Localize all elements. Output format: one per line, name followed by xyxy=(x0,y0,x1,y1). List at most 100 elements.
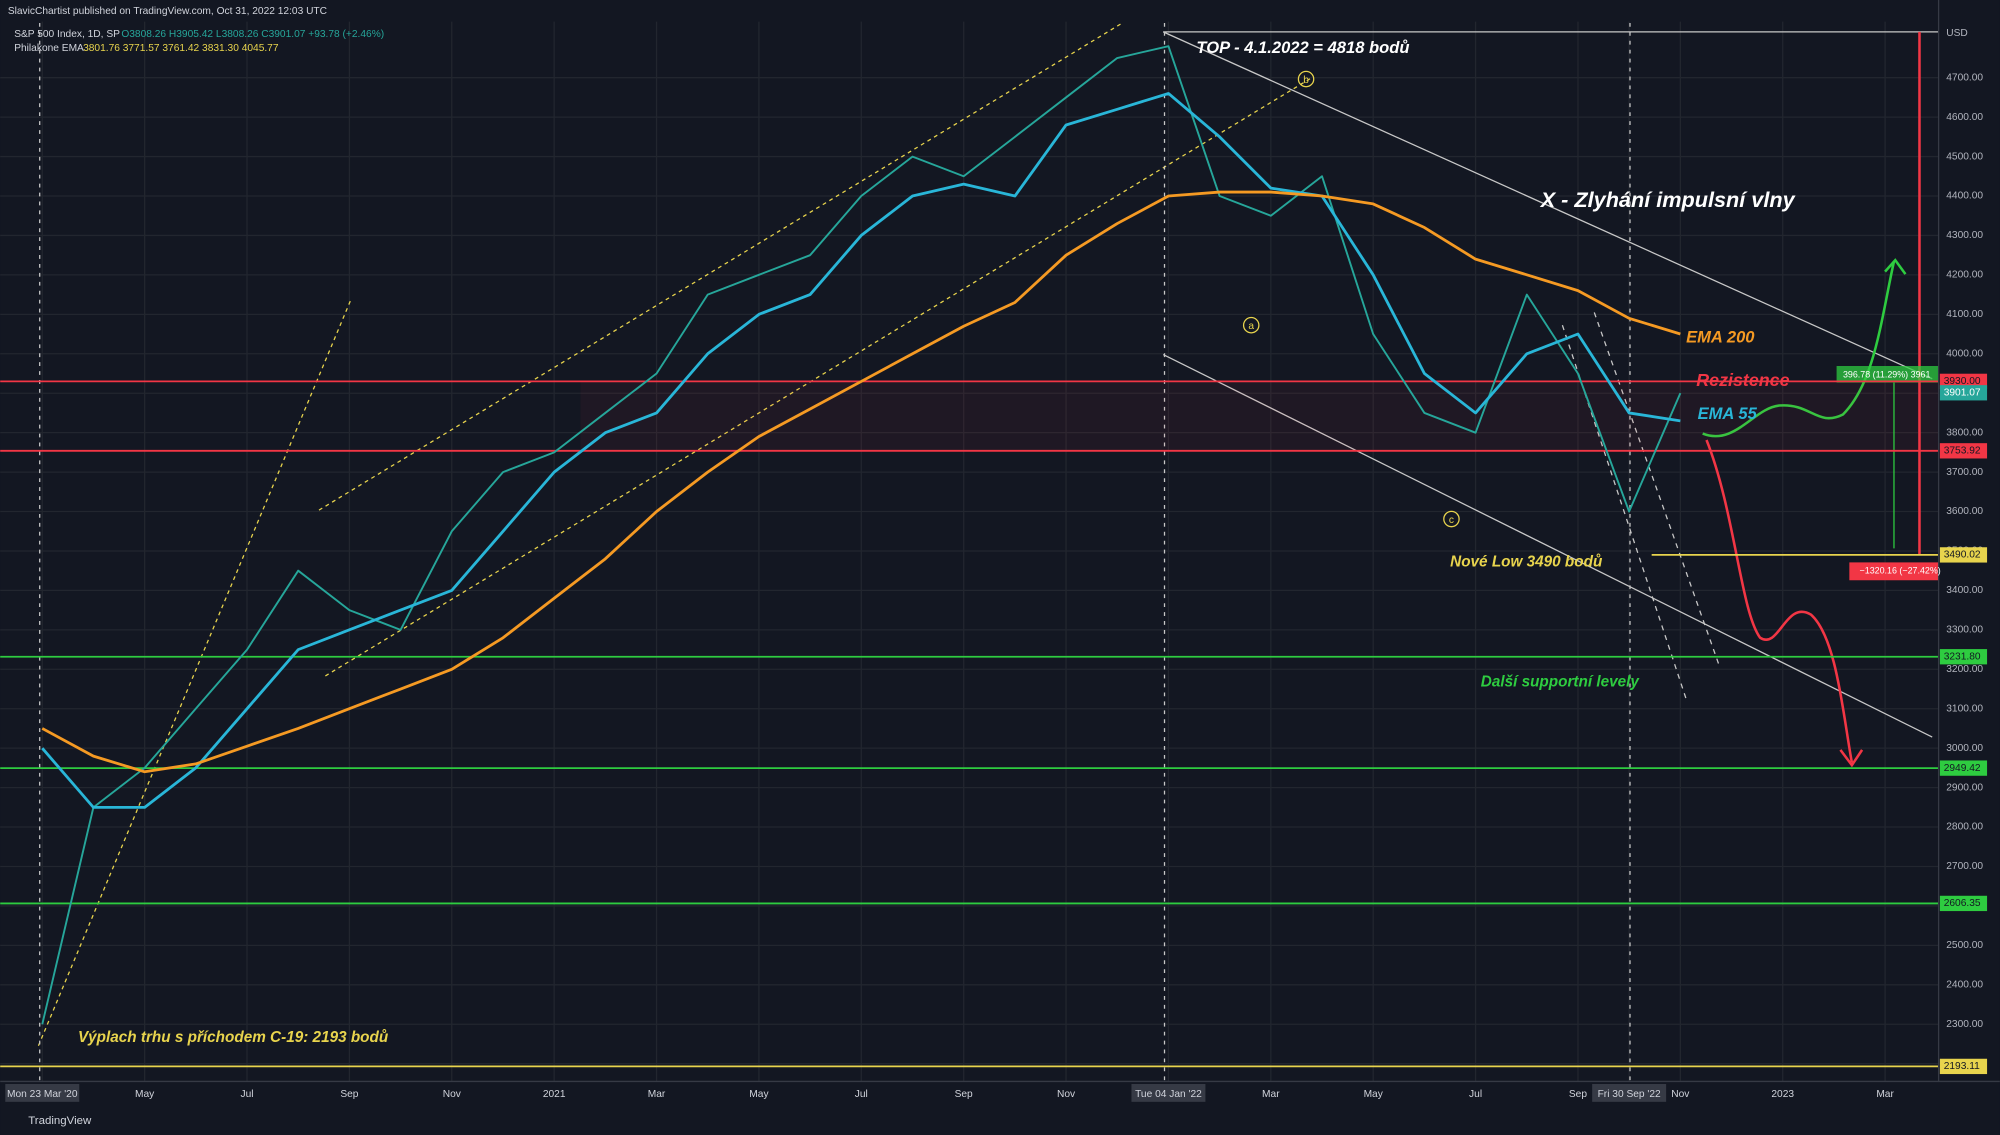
last-price-label: 3901.07 xyxy=(1944,387,1981,398)
channel-line xyxy=(37,299,352,1046)
x-tick-label: Mar xyxy=(1876,1089,1894,1100)
annotation: Nové Low 3490 bodů xyxy=(1450,553,1603,570)
wave-marker xyxy=(1297,70,1315,88)
y-tick-label: 4000.00 xyxy=(1946,348,1983,359)
level-label-box xyxy=(1939,895,1988,912)
y-tick-label: 4600.00 xyxy=(1946,112,1983,123)
y-tick-label: 4100.00 xyxy=(1946,309,1983,320)
resistance-zone xyxy=(580,381,1939,452)
y-tick-label: 2800.00 xyxy=(1946,822,1983,833)
x-tick-label: 2021 xyxy=(543,1089,566,1100)
y-tick-label: 3300.00 xyxy=(1946,625,1983,636)
symbol: S&P 500 Index, 1D, SP xyxy=(14,29,120,40)
y-tick-label: 2300.00 xyxy=(1946,1019,1983,1030)
x-tick-label: Sep xyxy=(1569,1089,1587,1100)
x-tick-label: Jul xyxy=(241,1089,254,1100)
level-label-box xyxy=(1939,443,1988,459)
x-tick-label: Mar xyxy=(1262,1089,1280,1100)
x-tick-label: Tue 04 Jan '22 xyxy=(1135,1089,1202,1100)
level-label: 2949.42 xyxy=(1944,763,1981,774)
level-label-box xyxy=(1939,760,1988,776)
wave-label: b xyxy=(1303,75,1309,86)
footer: TradingView xyxy=(28,1115,92,1127)
y-tick-label: 3100.00 xyxy=(1946,703,1983,714)
x-tick-label: Jul xyxy=(1469,1089,1482,1100)
indicator-values: 3801.76 3771.57 3761.42 3831.30 4045.77 xyxy=(83,43,279,54)
level-label: 3231.80 xyxy=(1944,651,1981,662)
y-tick-label: 4500.00 xyxy=(1946,151,1983,162)
x-tick-label: Jul xyxy=(855,1089,868,1100)
y-tick-label: 4300.00 xyxy=(1946,230,1983,241)
level-label-box xyxy=(1939,649,1988,665)
publisher: SlavicChartist published on TradingView.… xyxy=(8,6,327,17)
x-tick-label: Nov xyxy=(1057,1089,1076,1100)
measure-label: −1320.16 (−27.42%) xyxy=(1860,566,1941,576)
x-tick-label: 2023 xyxy=(1771,1089,1794,1100)
x-tick-label: Sep xyxy=(955,1089,973,1100)
level-label: 3490.02 xyxy=(1944,550,1981,561)
arrow-head xyxy=(1839,749,1864,768)
y-tick-label: 2900.00 xyxy=(1946,782,1983,793)
wave-marker xyxy=(1242,316,1260,334)
level-label: 3930.00 xyxy=(1944,376,1981,387)
currency: USD xyxy=(1946,28,1968,39)
wave-label: a xyxy=(1248,321,1254,332)
measure-box xyxy=(1849,562,1939,581)
series-line xyxy=(41,190,1681,774)
x-tick-label: May xyxy=(135,1089,155,1100)
drawings xyxy=(37,22,1939,1082)
y-tick-label: 2400.00 xyxy=(1946,979,1983,990)
y-tick-label: 3800.00 xyxy=(1946,427,1983,438)
x-label-box xyxy=(1131,1083,1206,1102)
level-label: 2606.35 xyxy=(1944,898,1981,909)
annotation: Výplach trhu s příchodem C-19: 2193 bodů xyxy=(78,1029,389,1046)
x-tick-label: May xyxy=(749,1089,769,1100)
y-tick-label: 3400.00 xyxy=(1946,585,1983,596)
y-tick-label: 4700.00 xyxy=(1946,72,1983,83)
arrow-head xyxy=(1884,258,1907,275)
channel-line xyxy=(318,22,1123,511)
y-tick-label: 3600.00 xyxy=(1946,506,1983,517)
wave-label: c xyxy=(1449,515,1454,526)
axes: 2200.002300.002400.002500.002600.002700.… xyxy=(5,72,1988,1102)
plot xyxy=(0,45,1939,1068)
y-tick-label: 4200.00 xyxy=(1946,270,1983,281)
indicator: Philakone EMA xyxy=(14,43,84,54)
ohlc: O3808.26 H3905.42 L3808.26 C3901.07 +93.… xyxy=(121,29,384,40)
x-tick-label: May xyxy=(1364,1089,1384,1100)
measure-box xyxy=(1836,366,1939,383)
grid xyxy=(0,21,1939,1082)
level-label-box xyxy=(1939,1058,1988,1075)
series-line xyxy=(41,92,1681,809)
wedge-line xyxy=(1593,312,1720,666)
y-tick-label: 3200.00 xyxy=(1946,664,1983,675)
y-tick-label: 2500.00 xyxy=(1946,940,1983,951)
annotation: EMA 55 xyxy=(1698,404,1758,423)
x-tick-label: Nov xyxy=(443,1089,462,1100)
level-label: 2193.11 xyxy=(1944,1061,1980,1072)
x-label-box xyxy=(1592,1083,1667,1102)
level-label-box xyxy=(1939,547,1988,563)
y-tick-label: 3000.00 xyxy=(1946,743,1983,754)
y-tick-label: 3700.00 xyxy=(1946,467,1983,478)
x-tick-label: Nov xyxy=(1671,1089,1690,1100)
wave-marker xyxy=(1443,510,1460,528)
projection-down xyxy=(1705,439,1854,763)
measure-label: 396.78 (11.29%) 3961 xyxy=(1843,369,1931,379)
x-label-box xyxy=(5,1083,80,1102)
y-tick-label: 4400.00 xyxy=(1946,191,1983,202)
level-label: 3753.92 xyxy=(1944,446,1981,457)
channel-line xyxy=(1162,31,1933,380)
annotation: Další supportní levely xyxy=(1481,673,1641,690)
y-tick-label: 2700.00 xyxy=(1946,861,1983,872)
series-line xyxy=(41,45,1682,1025)
x-tick-label: Mar xyxy=(648,1089,666,1100)
channel-line xyxy=(1162,353,1933,738)
annotation: TOP - 4.1.2022 = 4818 bodů xyxy=(1196,38,1409,57)
projection-up xyxy=(1702,261,1896,438)
x-tick-label: Fri 30 Sep '22 xyxy=(1598,1089,1661,1100)
annotation: X - Zlyhání impulsní vlny xyxy=(1540,187,1796,212)
